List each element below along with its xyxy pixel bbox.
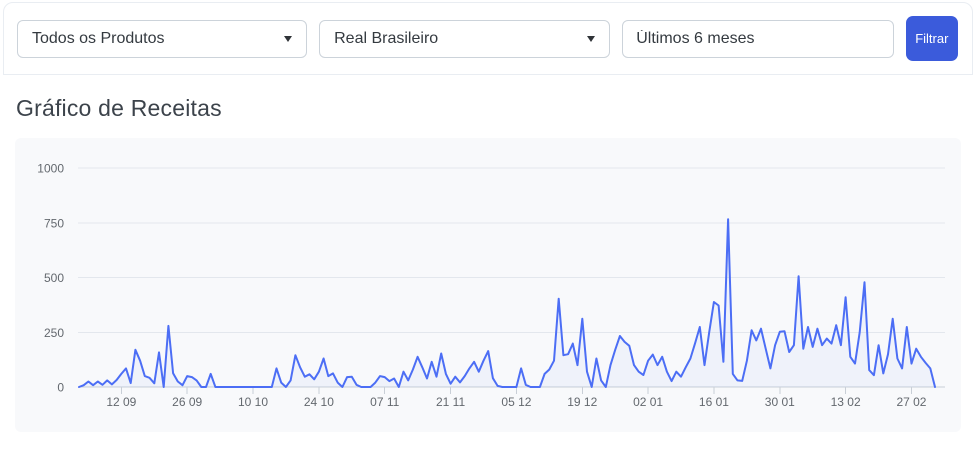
product-filter-value: Todos os Produtos (32, 29, 165, 47)
currency-filter-select[interactable]: Real Brasileiro (319, 19, 611, 58)
currency-filter-value: Real Brasileiro (334, 29, 439, 47)
x-tick-label: 26 09 (172, 395, 202, 409)
x-tick-label: 19 12 (567, 395, 597, 409)
filter-toolbar: Todos os Produtos Real Brasileiro Filtra… (3, 2, 973, 75)
x-tick-label: 07 11 (370, 395, 399, 409)
x-tick-label: 13 02 (831, 395, 861, 409)
revenue-area-fill (79, 219, 935, 387)
period-input[interactable] (622, 19, 894, 58)
y-tick-label: 750 (44, 216, 64, 230)
x-tick-label: 21 11 (436, 395, 465, 409)
y-tick-label: 0 (57, 381, 64, 395)
chevron-down-icon (587, 35, 596, 42)
filter-button[interactable]: Filtrar (905, 16, 958, 61)
x-tick-label: 30 01 (765, 395, 795, 409)
y-tick-label: 1000 (37, 162, 64, 176)
x-tick-label: 02 01 (633, 395, 663, 409)
product-filter-select[interactable]: Todos os Produtos (17, 19, 308, 58)
x-tick-label: 16 01 (699, 395, 729, 409)
x-tick-label: 10 10 (238, 395, 268, 409)
revenue-line-series (78, 218, 936, 388)
x-tick-label: 27 02 (896, 395, 926, 409)
x-tick-label: 12 09 (106, 395, 136, 409)
chart-panel: 0 250 500 750 1000 12 09 26 09 10 10 24 10 07 11 2… (15, 138, 961, 432)
revenue-line-chart: 0 250 500 750 1000 12 09 26 09 10 10 24 10 07 11 2… (37, 162, 945, 409)
page-title: Gráfico de Receitas (16, 95, 222, 121)
x-tick-label: 24 10 (304, 395, 334, 409)
y-tick-label: 500 (44, 271, 64, 285)
chevron-down-icon (284, 35, 293, 42)
y-tick-label: 250 (44, 326, 64, 340)
x-tick-label: 05 12 (501, 395, 531, 409)
